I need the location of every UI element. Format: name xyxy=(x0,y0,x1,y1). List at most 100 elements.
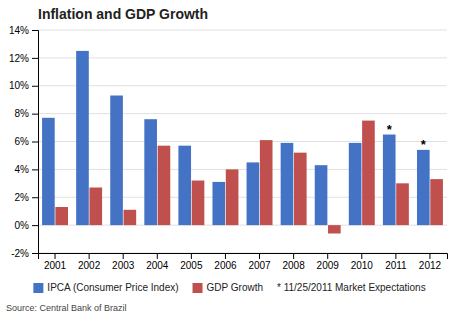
x-tick: 2005 xyxy=(180,253,203,271)
x-tick: 2002 xyxy=(78,253,101,271)
bar xyxy=(396,183,409,225)
x-tick: 2003 xyxy=(112,253,135,271)
y-tick: 12% xyxy=(9,53,38,64)
grid-line xyxy=(38,57,447,58)
x-tick-label: 2009 xyxy=(317,260,340,271)
x-tick-mark xyxy=(89,253,90,259)
bar xyxy=(383,135,396,226)
y-tick-label: 6% xyxy=(15,136,30,147)
y-tick-label: 12% xyxy=(9,53,29,64)
x-tick-mark xyxy=(429,253,430,259)
y-tick: 8% xyxy=(15,108,38,119)
y-tick-mark xyxy=(32,225,38,226)
source: Source: Central Bank of Brazil xyxy=(6,303,127,313)
x-tick-label: 2005 xyxy=(180,260,203,271)
bar xyxy=(247,162,260,225)
y-tick-label: 0% xyxy=(15,220,30,231)
x-tick-label: 2003 xyxy=(112,260,135,271)
x-tick: 2011 xyxy=(385,253,407,271)
x-tick: 2010 xyxy=(351,253,374,271)
legend: IPCA (Consumer Price Index)GDP Growth* 1… xyxy=(33,282,425,293)
x-tick-label: 2006 xyxy=(214,260,237,271)
x-tick-label: 2001 xyxy=(44,260,67,271)
bar xyxy=(110,96,123,226)
y-tick-mark xyxy=(32,197,38,198)
bar xyxy=(178,146,191,225)
y-tick-mark xyxy=(32,86,38,87)
grid-line xyxy=(38,85,447,86)
y-tick-label: 10% xyxy=(9,80,29,91)
bar xyxy=(124,210,137,225)
bar xyxy=(281,143,294,225)
bar xyxy=(144,119,157,225)
y-tick-label: 14% xyxy=(9,25,29,36)
annotations: ** xyxy=(387,122,427,152)
x-axis: 2001 2002 2003 2004 2005 2006 2007 2008 2009 2010… xyxy=(39,253,448,271)
y-tick: 2% xyxy=(15,192,38,203)
bar xyxy=(76,51,89,225)
y-tick-mark xyxy=(32,114,38,115)
annotation: * xyxy=(387,122,393,137)
bar xyxy=(212,182,225,225)
y-tick-label: -2% xyxy=(11,248,29,259)
y-axis: -2% 0% 2% 4% 6% 8% 10% 12% 14% xyxy=(9,25,39,259)
legend-swatch xyxy=(33,283,43,293)
bar xyxy=(430,179,443,225)
x-tick-mark xyxy=(157,253,158,259)
x-tick-mark xyxy=(327,253,328,259)
x-tick: 2008 xyxy=(283,253,306,271)
x-tick: 2001 xyxy=(44,253,67,271)
x-tick-label: 2004 xyxy=(146,260,169,271)
legend-item: IPCA (Consumer Price Index) xyxy=(33,282,178,293)
legend-label: GDP Growth xyxy=(207,282,264,293)
x-tick: 2006 xyxy=(214,253,237,271)
y-axis-line xyxy=(32,31,39,254)
legend-label: IPCA (Consumer Price Index) xyxy=(47,282,178,293)
y-tick-mark xyxy=(32,253,38,254)
title: Inflation and GDP Growth xyxy=(38,6,208,22)
bar xyxy=(349,143,362,225)
x-tick-mark xyxy=(259,253,260,259)
y-tick: 6% xyxy=(15,136,38,147)
bar xyxy=(89,187,102,225)
y-tick-mark xyxy=(32,58,38,59)
y-tick-mark xyxy=(32,30,38,31)
legend-swatch xyxy=(193,283,203,293)
x-tick-mark xyxy=(55,253,56,259)
y-tick: 4% xyxy=(15,164,38,175)
bar xyxy=(42,118,55,225)
bar xyxy=(55,207,68,225)
grid xyxy=(38,30,447,253)
x-tick: 2009 xyxy=(317,253,340,271)
grid-line xyxy=(38,113,447,114)
bar xyxy=(294,153,307,225)
annotation: * xyxy=(421,137,427,152)
x-axis-line xyxy=(39,254,448,260)
x-tick-mark xyxy=(395,253,396,259)
bar xyxy=(362,121,375,226)
y-tick: 14% xyxy=(9,25,38,36)
bar xyxy=(328,225,341,233)
y-tick: 10% xyxy=(9,80,38,91)
x-tick-mark xyxy=(123,253,124,259)
y-tick-label: 2% xyxy=(15,192,30,203)
bar xyxy=(417,150,430,225)
x-tick-label: 2011 xyxy=(385,260,407,271)
x-tick-label: 2002 xyxy=(78,260,101,271)
x-tick-label: 2010 xyxy=(351,260,374,271)
legend-item: GDP Growth xyxy=(193,282,264,293)
x-tick: 2012 xyxy=(419,253,442,271)
x-tick-mark xyxy=(293,253,294,259)
x-tick: 2007 xyxy=(248,253,271,271)
y-tick-mark xyxy=(32,142,38,143)
bar-series xyxy=(42,51,430,225)
grid-line xyxy=(38,30,447,31)
y-tick: 0% xyxy=(15,220,38,231)
x-tick-mark xyxy=(191,253,192,259)
bars xyxy=(42,51,443,234)
y-tick-label: 4% xyxy=(15,164,30,175)
x-tick-label: 2012 xyxy=(419,260,442,271)
bar xyxy=(192,181,205,226)
y-tick: -2% xyxy=(11,248,38,259)
bar-series xyxy=(55,121,443,234)
